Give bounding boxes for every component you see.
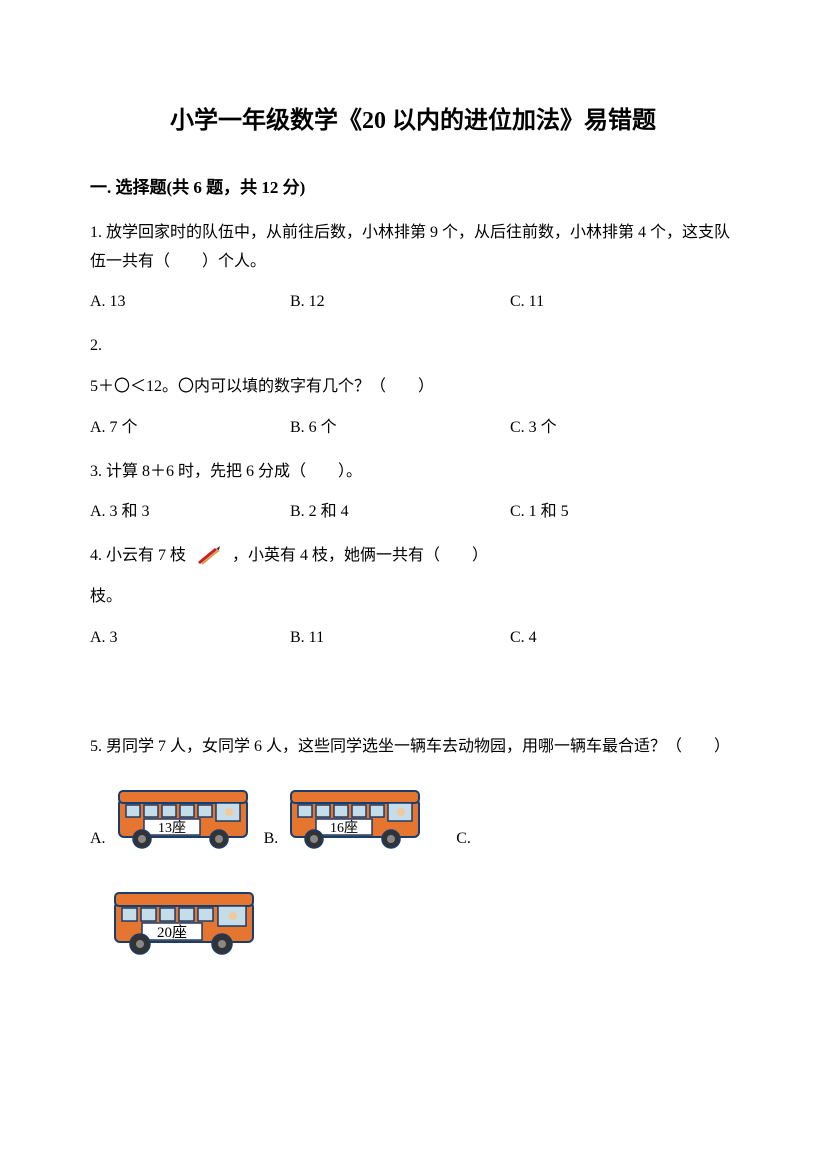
q4-text-after: ，小英有 4 枝，她俩一共有（ ） [232,547,488,564]
q3-option-b: B. 2 和 4 [290,498,510,527]
q5-bus-options: A. 13座 [90,781,736,862]
q5-option-c: C. [456,825,471,862]
q5-bus-row2: 20座 [90,882,736,968]
q3-option-a: A. 3 和 3 [90,498,290,527]
svg-text:16座: 16座 [330,820,358,836]
q1-option-a: A. 13 [90,288,290,317]
q4-text-before: 4. 小云有 7 枝 [90,547,186,564]
pencil-icon [194,546,224,566]
bus-c-icon: 20座 [110,882,260,968]
question-5: 5. 男同学 7 人，女同学 6 人，这些同学选坐一辆车去动物园，用哪一辆车最合… [90,733,736,968]
q5-text: 5. 男同学 7 人，女同学 6 人，这些同学选坐一辆车去动物园，用哪一辆车最合… [90,733,736,762]
q4-options: A. 3 B. 11 C. 4 [90,624,736,653]
q5-option-b-wrap: B. 16座 [264,781,471,862]
q2-options: A. 7 个 B. 6 个 C. 3 个 [90,414,736,443]
q2-option-a: A. 7 个 [90,414,290,443]
q1-options: A. 13 B. 12 C. 11 [90,288,736,317]
q1-option-b: B. 12 [290,288,510,317]
q5-option-a-wrap: A. 13座 [90,781,254,862]
q1-text: 1. 放学回家时的队伍中，从前往后数，小林排第 9 个，从后往前数，小林排第 4… [90,219,736,277]
document-title: 小学一年级数学《20 以内的进位加法》易错题 [90,100,736,143]
bus-b-icon: 16座 [286,781,426,862]
q4-option-a: A. 3 [90,624,290,653]
q2-option-b: B. 6 个 [290,414,510,443]
question-2: 2. 5＋〇＜12。〇内可以填的数字有几个？（ ） A. 7 个 B. 6 个 … [90,332,736,442]
q2-num: 2. [90,332,736,361]
q4-option-c: C. 4 [510,624,660,653]
q5-option-a: A. [90,825,106,862]
q4-text: 4. 小云有 7 枝 ，小英有 4 枝，她俩一共有（ ） [90,542,736,571]
q3-text: 3. 计算 8＋6 时，先把 6 分成（ ）。 [90,458,736,487]
question-1: 1. 放学回家时的队伍中，从前往后数，小林排第 9 个，从后往前数，小林排第 4… [90,219,736,317]
svg-text:20座: 20座 [157,924,187,941]
question-4: 4. 小云有 7 枝 ，小英有 4 枝，她俩一共有（ ） 枝。 A. 3 B. … [90,542,736,652]
q2-text: 5＋〇＜12。〇内可以填的数字有几个？（ ） [90,373,736,402]
bus-a-icon: 13座 [114,781,254,862]
q3-options: A. 3 和 3 B. 2 和 4 C. 1 和 5 [90,498,736,527]
question-3: 3. 计算 8＋6 时，先把 6 分成（ ）。 A. 3 和 3 B. 2 和 … [90,458,736,528]
q5-option-b: B. [264,825,279,862]
section-header: 一. 选择题(共 6 题，共 12 分) [90,173,736,204]
q1-option-c: C. 11 [510,288,660,317]
q2-option-c: C. 3 个 [510,414,660,443]
svg-text:13座: 13座 [158,820,186,836]
q4-option-b: B. 11 [290,624,510,653]
q3-option-c: C. 1 和 5 [510,498,660,527]
q4-line2: 枝。 [90,583,736,612]
